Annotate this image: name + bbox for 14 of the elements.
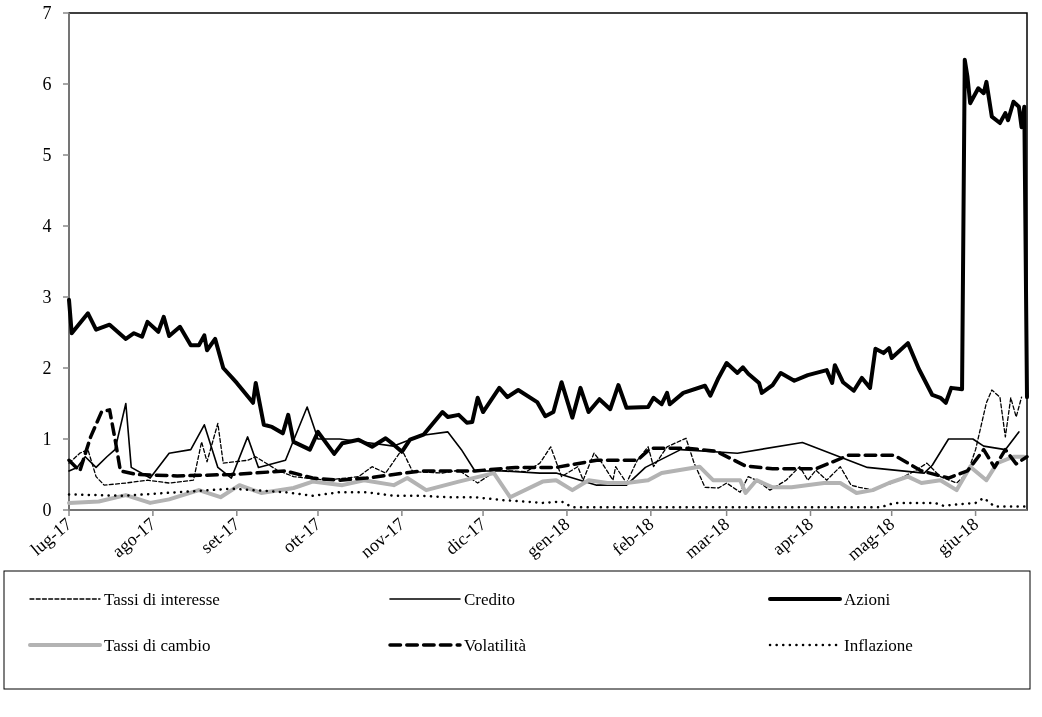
y-tick-label: 3 <box>42 287 52 308</box>
legend-label: Inflazione <box>844 636 913 655</box>
legend-label: Azioni <box>844 590 891 609</box>
legend-label: Credito <box>464 590 515 609</box>
y-tick-label: 5 <box>42 145 52 166</box>
y-tick-label: 2 <box>42 358 52 379</box>
y-tick-label: 1 <box>42 429 52 450</box>
y-tick-label: 4 <box>42 216 52 237</box>
y-tick-label: 6 <box>42 74 52 95</box>
legend-label: Tassi di interesse <box>104 590 220 609</box>
legend-label: Volatilità <box>464 636 527 655</box>
y-tick-label: 0 <box>42 500 52 521</box>
legend-label: Tassi di cambio <box>104 636 211 655</box>
y-tick-label: 7 <box>42 3 52 24</box>
